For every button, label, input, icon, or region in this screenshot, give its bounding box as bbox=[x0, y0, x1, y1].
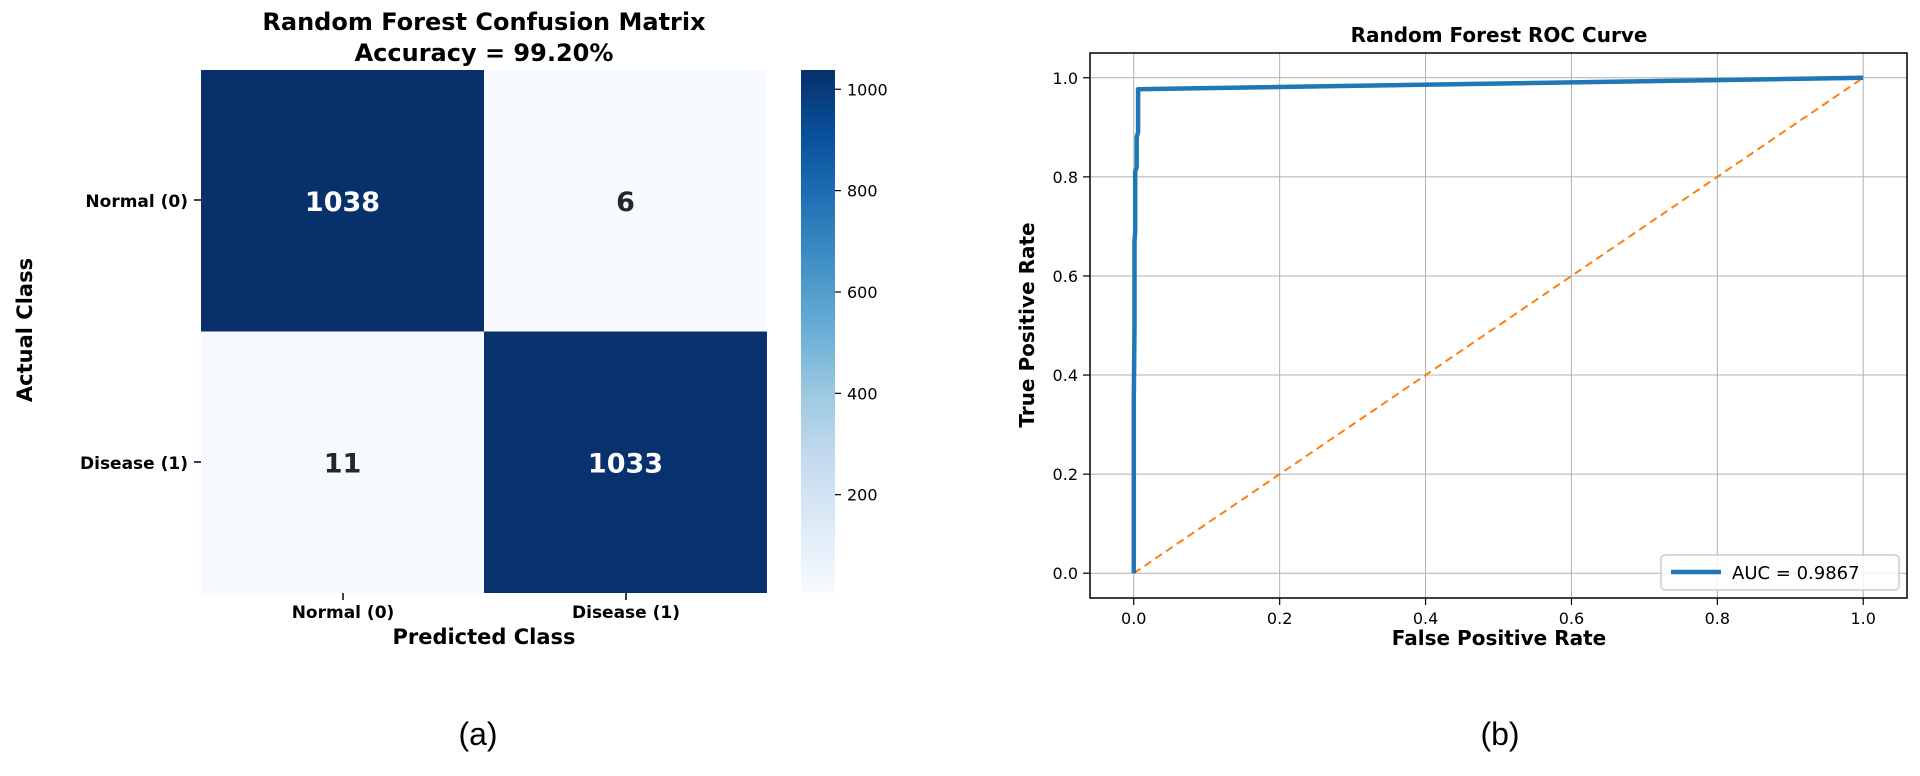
roc-legend: AUC = 0.9867 bbox=[1660, 554, 1900, 591]
roc-xtick-label-4: 0.8 bbox=[1705, 609, 1730, 628]
roc-xtick-label-2: 0.4 bbox=[1413, 609, 1438, 628]
cm-xtick-label-disease: Disease (1) bbox=[572, 603, 680, 623]
cm-colorbar-tick-label-600: 600 bbox=[847, 283, 878, 302]
cm-cell-1-0 bbox=[201, 331, 484, 593]
cm-ytick-label-disease: Disease (1) bbox=[80, 454, 188, 474]
roc-ytick-label-2: 0.4 bbox=[1053, 366, 1078, 385]
cm-cell-value-1-0: 11 bbox=[324, 448, 362, 479]
roc-legend-box bbox=[1660, 554, 1900, 591]
cm-ylabel: Actual Class bbox=[13, 258, 37, 402]
cm-cell-0-0 bbox=[201, 70, 484, 332]
cm-cell-0-1 bbox=[484, 70, 767, 332]
cm-cells: 1038 6 11 1033 bbox=[201, 70, 767, 593]
cm-xtick-label-normal: Normal (0) bbox=[292, 603, 395, 623]
cm-cell-1-1 bbox=[484, 331, 767, 593]
cm-ytick-label-normal: Normal (0) bbox=[85, 192, 188, 212]
roc-ticks: 0.0 0.2 0.4 0.6 0.8 1.0 0.0 0.2 0.4 0.6 0.8 1.0 bbox=[1053, 69, 1876, 628]
roc-chance-line bbox=[1133, 76, 1864, 575]
roc-xtick-label-5: 1.0 bbox=[1851, 609, 1876, 628]
cm-title: Random Forest Confusion Matrix bbox=[262, 8, 706, 36]
roc-panel: Random Forest ROC Curve 0.0 0.2 0.4 0.6 0.8 1… bbox=[1015, 23, 1908, 650]
confusion-matrix-panel: Random Forest Confusion Matrix Accuracy … bbox=[13, 8, 888, 649]
roc-grid bbox=[1090, 53, 1907, 598]
roc-ytick-label-0: 0.0 bbox=[1053, 564, 1078, 583]
cm-subtitle: Accuracy = 99.20% bbox=[355, 39, 614, 67]
roc-ytick-label-3: 0.6 bbox=[1053, 267, 1078, 286]
roc-legend-label: AUC = 0.9867 bbox=[1732, 563, 1860, 584]
cm-ytick-marks bbox=[194, 199, 627, 600]
roc-ytick-label-1: 0.2 bbox=[1053, 465, 1078, 484]
roc-title: Random Forest ROC Curve bbox=[1351, 23, 1648, 47]
panel-label-a: (a) bbox=[458, 716, 497, 752]
cm-colorbar-tick-label-200: 200 bbox=[847, 486, 878, 505]
roc-xtick-label-0: 0.0 bbox=[1121, 609, 1146, 628]
cm-cell-value-1-1: 1033 bbox=[588, 448, 663, 479]
cm-cell-value-0-1: 6 bbox=[616, 187, 635, 218]
cm-colorbar bbox=[801, 70, 835, 593]
roc-ytick-label-4: 0.8 bbox=[1053, 168, 1078, 187]
roc-series bbox=[1131, 75, 1864, 575]
roc-axes-frame bbox=[1089, 52, 1908, 599]
roc-xtick-label-1: 0.2 bbox=[1267, 609, 1292, 628]
cm-colorbar-tick-label-800: 800 bbox=[847, 182, 878, 201]
roc-xlabel: False Positive Rate bbox=[1392, 626, 1606, 650]
cm-cell-value-0-0: 1038 bbox=[305, 187, 380, 218]
panel-label-b: (b) bbox=[1480, 716, 1519, 752]
roc-curve-line bbox=[1131, 75, 1864, 574]
cm-colorbar-tick-label-1000: 1000 bbox=[847, 80, 888, 99]
roc-ylabel: True Positive Rate bbox=[1015, 222, 1039, 427]
roc-ytick-label-5: 1.0 bbox=[1053, 69, 1078, 88]
roc-xtick-label-3: 0.6 bbox=[1559, 609, 1584, 628]
cm-xlabel: Predicted Class bbox=[392, 625, 575, 649]
cm-colorbar-tick-label-400: 400 bbox=[847, 384, 878, 403]
cm-colorbar-ticks: 200 400 600 800 1000 bbox=[835, 80, 888, 505]
